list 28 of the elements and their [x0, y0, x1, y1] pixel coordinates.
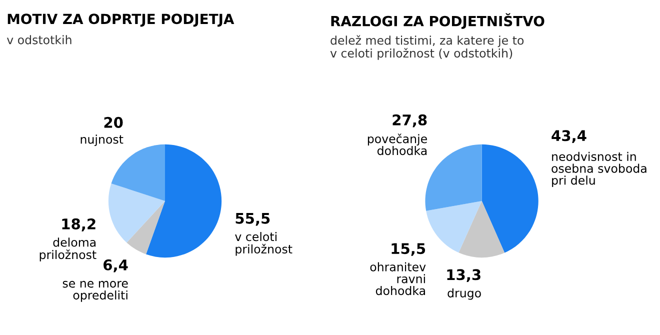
chart-subtitle: v odstotkih: [6, 35, 72, 44]
chart-title: RAZLOGI ZA PODJETNIŠTVO: [331, 13, 544, 29]
data-label: 55,5: [236, 213, 270, 226]
slice-label: deloma priložnost: [40, 238, 96, 262]
slice-label: se ne more opredeliti: [62, 280, 128, 302]
pie-slice: [425, 144, 482, 211]
pie-slice: [111, 144, 165, 201]
data-label: 15,5: [392, 243, 426, 256]
pie-slice: [126, 201, 165, 254]
slice-label: v celoti priložnost: [235, 232, 292, 256]
data-label: 43,4: [552, 130, 586, 144]
pie-slice: [482, 144, 538, 253]
slice-label: neodvisnost in osebna svoboda pri delu: [552, 152, 646, 188]
slice-label: ohranitev ravni dohodka: [370, 262, 426, 296]
data-label: 13,3: [447, 269, 480, 282]
slice-label: povečanje dohodka: [368, 134, 427, 156]
pie-slice: [426, 201, 482, 253]
slice-label: nujnost: [80, 134, 124, 146]
data-label: 20: [104, 116, 123, 128]
pie-slice: [108, 183, 165, 243]
slice-label: drugo: [448, 288, 481, 300]
data-label: 18,2: [62, 218, 96, 232]
pie-slice: [146, 144, 222, 258]
data-label: 27,8: [392, 114, 427, 128]
data-label: 6,4: [104, 259, 128, 272]
chart-subtitle: delež med tistimi, za katere je to v celoti priložnost (v odstotkih): [330, 35, 524, 60]
chart-title: MOTIV ZA ODPRTJE PODJETJA: [8, 14, 234, 27]
pie-slice: [458, 201, 505, 258]
